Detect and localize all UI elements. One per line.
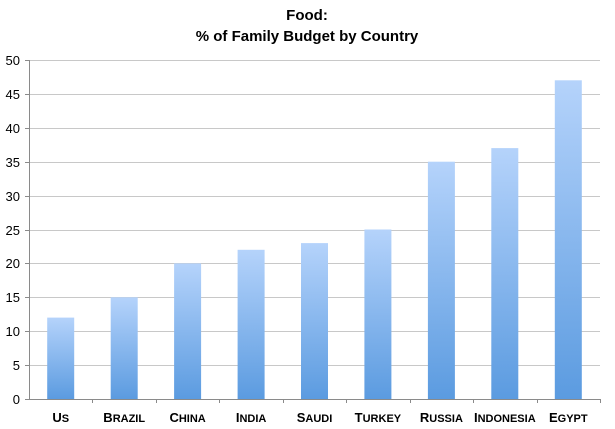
y-tick-label: 5 — [13, 358, 20, 373]
y-axis-tick-labels: 0 5 10 15 20 25 30 35 40 45 50 — [6, 53, 20, 407]
y-tick-label: 30 — [6, 189, 20, 204]
x-tick-label: CHINA — [169, 410, 205, 425]
bar-brazil — [110, 297, 138, 399]
y-tick-label: 20 — [6, 256, 20, 271]
y-tick-label: 40 — [6, 121, 20, 136]
chart-title: Food: — [286, 7, 328, 24]
axes — [25, 60, 601, 403]
bar-egypt — [554, 80, 582, 400]
bar-china — [174, 263, 202, 399]
y-tick-label: 15 — [6, 290, 20, 305]
y-tick-label: 0 — [13, 392, 20, 407]
bars — [47, 80, 582, 400]
x-tick-label: SAUDI — [297, 410, 333, 425]
x-axis-tick-labels: US BRAZIL CHINA INDIA SAUDI TURKEY RUSSIA INDON… — [52, 410, 588, 425]
x-tick-label: US — [52, 410, 69, 425]
x-tick-label: RUSSIA — [420, 410, 463, 425]
chart-subtitle: % of Family Budget by Country — [196, 28, 419, 45]
bar-turkey — [364, 229, 392, 399]
x-tick-label: EGYPT — [549, 410, 588, 425]
y-tick-label: 35 — [6, 155, 20, 170]
x-tick-label: BRAZIL — [103, 410, 145, 425]
y-tick-label: 45 — [6, 87, 20, 102]
x-tick-label: INDONESIA — [474, 410, 536, 425]
bar-indonesia — [491, 148, 519, 399]
y-tick-label: 10 — [6, 324, 20, 339]
bar-india — [237, 249, 265, 399]
y-tick-label: 25 — [6, 223, 20, 238]
x-tick-label: INDIA — [236, 410, 267, 425]
bar-saudi — [301, 243, 328, 399]
y-tick-label: 50 — [6, 53, 20, 68]
bar-russia — [427, 161, 455, 399]
bar-us — [47, 317, 75, 399]
x-tick-label: TURKEY — [355, 410, 402, 425]
